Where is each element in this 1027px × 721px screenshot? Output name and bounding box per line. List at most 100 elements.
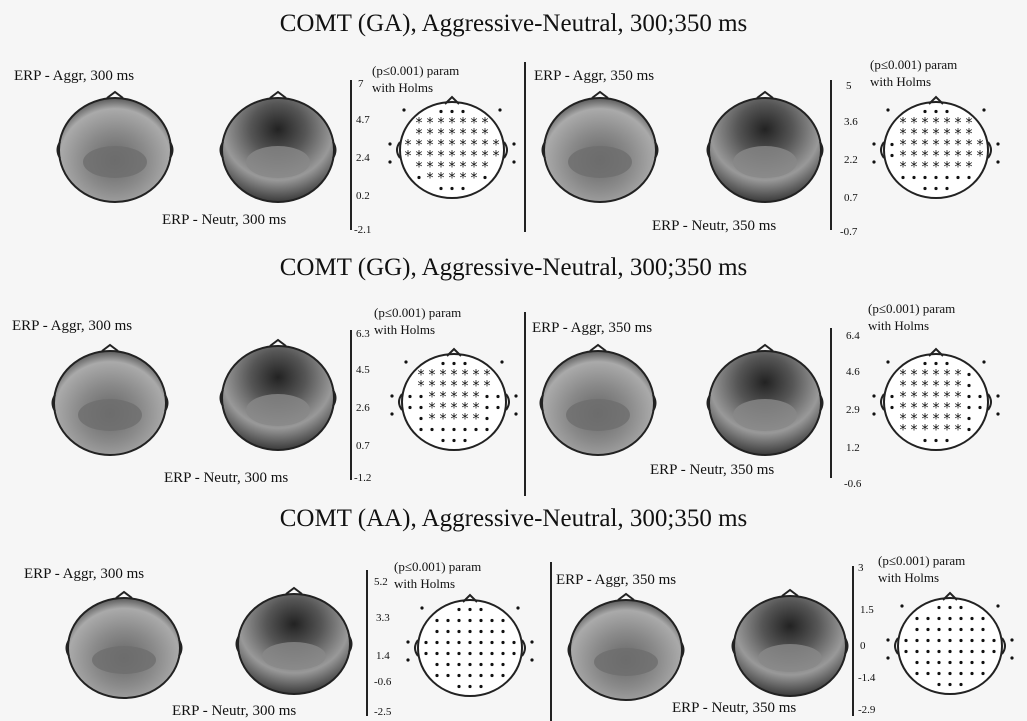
svg-text:*: * <box>911 127 918 143</box>
svg-text:*: * <box>933 138 940 154</box>
svg-text:*: * <box>451 412 458 428</box>
svg-text:*: * <box>427 138 434 154</box>
svg-text:*: * <box>449 160 456 176</box>
svg-text:*: * <box>955 390 962 406</box>
svg-text:*: * <box>484 379 491 395</box>
scale-tick: 0 <box>860 640 866 652</box>
svg-text:*: * <box>900 160 907 176</box>
scale-tick: 0.2 <box>356 190 370 202</box>
svg-text:*: * <box>449 127 456 143</box>
svg-text:*: * <box>427 160 434 176</box>
svg-text:*: * <box>944 412 951 428</box>
svg-text:*: * <box>955 401 962 417</box>
svg-text:*: * <box>449 149 456 165</box>
colorbar <box>830 80 832 230</box>
svg-text:*: * <box>473 368 480 384</box>
right-aggr-label: ERP - Aggr, 350 ms <box>556 572 677 588</box>
svg-text:*: * <box>922 116 929 132</box>
head-map-neutr-350 <box>731 588 849 697</box>
svg-text:*: * <box>471 116 478 132</box>
left-neutr-label: ERP - Neutr, 300 ms <box>164 470 289 486</box>
svg-text:*: * <box>977 138 984 154</box>
svg-text:*: * <box>944 127 951 143</box>
svg-text:*: * <box>933 412 940 428</box>
scale-tick: 1.5 <box>860 604 874 616</box>
svg-text:*: * <box>440 390 447 406</box>
scale-tick: -0.6 <box>844 478 862 490</box>
svg-text:*: * <box>900 149 907 165</box>
svg-text:*: * <box>440 401 447 417</box>
svg-text:*: * <box>438 149 445 165</box>
svg-text:*: * <box>955 149 962 165</box>
scale-tick: 1.4 <box>376 650 390 662</box>
head-map-aggr-300 <box>65 590 183 699</box>
svg-text:*: * <box>966 149 973 165</box>
right-neutr-label: ERP - Neutr, 350 ms <box>652 218 777 234</box>
svg-text:*: * <box>429 412 436 428</box>
svg-text:*: * <box>438 171 445 187</box>
svg-text:*: * <box>955 138 962 154</box>
head-map-aggr-300 <box>51 343 169 456</box>
scale-tick: -2.1 <box>354 224 372 236</box>
svg-text:*: * <box>451 368 458 384</box>
significance-label: (p≤0.001) param with Holms <box>372 63 460 95</box>
svg-text:*: * <box>944 160 951 176</box>
scale-tick: 7 <box>358 78 364 90</box>
svg-text:*: * <box>471 149 478 165</box>
svg-text:*: * <box>911 390 918 406</box>
svg-text:*: * <box>429 390 436 406</box>
significance-label: (p≤0.001) param with Holms <box>374 305 462 337</box>
svg-text:*: * <box>473 412 480 428</box>
head-map-aggr-350 <box>541 90 659 203</box>
scale-tick: 4.5 <box>356 364 370 376</box>
head-map-neutr-300 <box>219 90 337 203</box>
svg-text:*: * <box>900 368 907 384</box>
scale-tick: 3 <box>858 562 864 574</box>
svg-text:*: * <box>460 149 467 165</box>
scale-tick: 0.7 <box>356 440 370 452</box>
svg-text:*: * <box>944 368 951 384</box>
svg-text:*: * <box>482 149 489 165</box>
scale-tick: 2.4 <box>356 152 370 164</box>
svg-text:*: * <box>438 116 445 132</box>
head-map-neutr-350 <box>706 343 824 456</box>
svg-text:*: * <box>911 379 918 395</box>
svg-text:*: * <box>438 127 445 143</box>
colorbar <box>350 330 352 480</box>
svg-text:*: * <box>462 368 469 384</box>
svg-text:*: * <box>911 116 918 132</box>
svg-text:*: * <box>966 138 973 154</box>
svg-text:*: * <box>933 379 940 395</box>
svg-text:*: * <box>451 390 458 406</box>
svg-text:*: * <box>482 127 489 143</box>
svg-text:*: * <box>427 171 434 187</box>
scale-tick: -0.6 <box>374 676 392 688</box>
svg-text:*: * <box>460 138 467 154</box>
svg-text:*: * <box>473 390 480 406</box>
svg-text:*: * <box>900 390 907 406</box>
svg-text:*: * <box>440 379 447 395</box>
svg-text:*: * <box>966 116 973 132</box>
colorbar <box>350 80 352 230</box>
svg-text:*: * <box>451 379 458 395</box>
svg-text:*: * <box>933 401 940 417</box>
scale-tick: 2.2 <box>844 154 858 166</box>
scale-tick: 0.7 <box>844 192 858 204</box>
svg-text:*: * <box>429 368 436 384</box>
svg-text:*: * <box>955 160 962 176</box>
scale-tick: 6.4 <box>846 330 860 342</box>
head-map-aggr-350 <box>567 592 685 701</box>
svg-text:*: * <box>405 138 412 154</box>
svg-text:*: * <box>944 379 951 395</box>
scale-tick: -2.9 <box>858 704 876 716</box>
svg-text:*: * <box>933 160 940 176</box>
significance-map: * * * * * ** * * * * ** * * * * ** * * * * ** * * * * ** * * * * * <box>872 347 1000 451</box>
svg-text:*: * <box>911 160 918 176</box>
svg-text:*: * <box>460 160 467 176</box>
svg-text:*: * <box>460 116 467 132</box>
svg-text:*: * <box>416 149 423 165</box>
svg-text:*: * <box>416 127 423 143</box>
svg-text:*: * <box>955 368 962 384</box>
colorbar <box>366 570 368 716</box>
svg-text:*: * <box>900 379 907 395</box>
